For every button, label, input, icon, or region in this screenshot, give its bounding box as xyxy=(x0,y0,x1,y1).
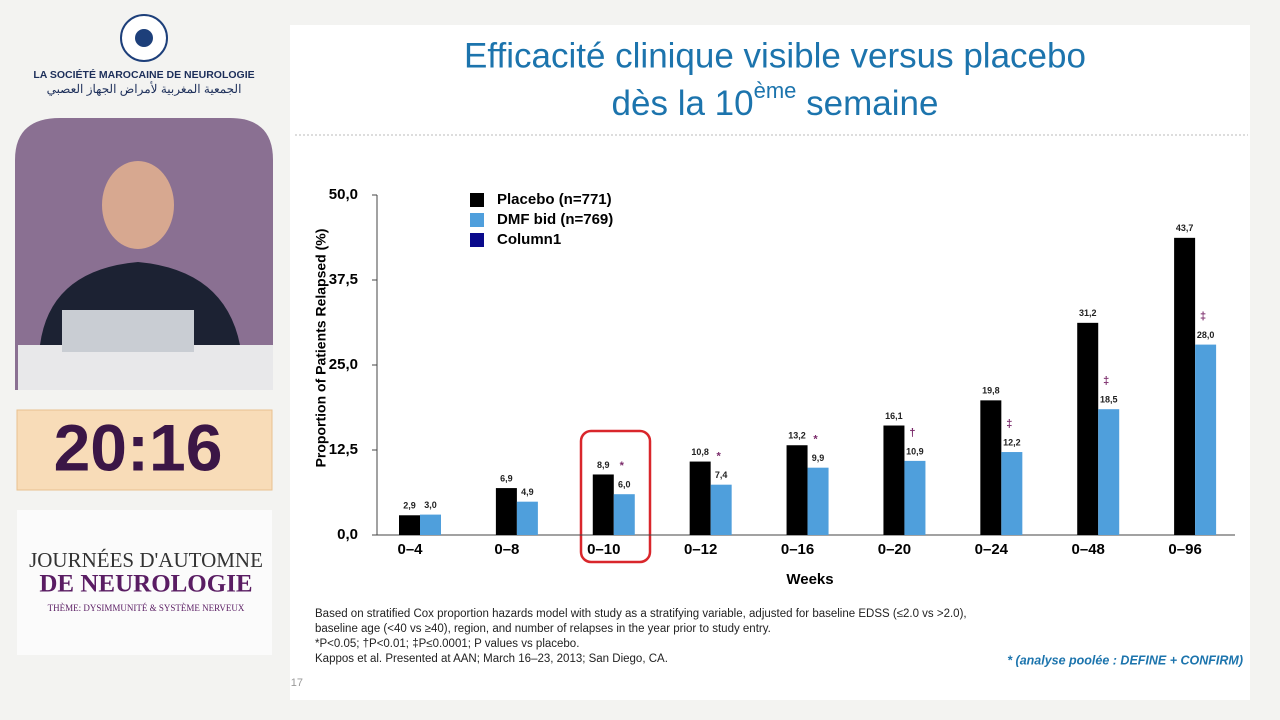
bar xyxy=(1098,409,1120,535)
significance-marker: * xyxy=(620,460,625,472)
data-label: 18,5 xyxy=(1100,395,1118,405)
bar xyxy=(613,494,635,535)
timer-box xyxy=(16,409,273,491)
slide xyxy=(290,25,1250,700)
event-line1: JOURNÉES D'AUTOMNE xyxy=(29,548,263,572)
bar xyxy=(689,461,711,535)
x-tick-label: 0–48 xyxy=(1072,541,1105,558)
data-label: 3,0 xyxy=(424,500,437,510)
bar xyxy=(592,474,614,535)
society-logo-center xyxy=(135,29,153,47)
significance-marker: ‡ xyxy=(1006,418,1012,430)
laptop xyxy=(62,310,194,352)
data-label: 10,9 xyxy=(906,446,924,456)
page-number: 17 xyxy=(291,677,303,689)
title-text: dès la 10 xyxy=(612,84,754,123)
bar xyxy=(1174,237,1196,535)
speaker-head xyxy=(102,161,174,249)
society-name-arabic: الجمعية المغربية لأمراض الجهاز العصبي xyxy=(47,81,242,96)
bar xyxy=(399,515,420,535)
data-label: 4,9 xyxy=(521,487,534,497)
data-label: 12,2 xyxy=(1003,437,1021,447)
y-tick-label: 12,5 xyxy=(329,441,358,458)
bar xyxy=(1077,322,1099,535)
legend-swatch xyxy=(470,213,484,227)
y-tick-label: 0,0 xyxy=(337,526,358,543)
x-tick-label: 0–96 xyxy=(1168,541,1201,558)
timer: 20:16 xyxy=(54,410,223,484)
data-label: 6,9 xyxy=(500,473,513,483)
x-tick-label: 0–16 xyxy=(781,541,814,558)
highlight-box xyxy=(579,429,652,564)
significance-marker: ‡ xyxy=(1200,311,1206,323)
y-tick-label: 37,5 xyxy=(329,271,358,288)
event-panel xyxy=(17,510,272,655)
x-tick-label: 0–12 xyxy=(684,541,717,558)
x-tick-label: 0–20 xyxy=(878,541,911,558)
x-tick-label: 0–10 xyxy=(587,541,620,558)
society-name: LA SOCIÉTÉ MAROCAINE DE NEUROLOGIE xyxy=(33,68,254,81)
title-sup: ème xyxy=(754,78,797,103)
bar xyxy=(786,445,808,535)
data-label: 9,9 xyxy=(812,453,825,463)
legend-label: DMF bid (n=769) xyxy=(497,211,613,228)
data-label: 8,9 xyxy=(597,460,610,470)
footnote: baseline age (<40 vs ≥40), region, and n… xyxy=(315,623,771,635)
x-tick-label: 0–8 xyxy=(494,541,519,558)
x-tick-label: 0–4 xyxy=(397,541,423,558)
bar xyxy=(1001,452,1023,535)
data-label: 19,8 xyxy=(982,386,1000,396)
footnote: Kappos et al. Presented at AAN; March 16… xyxy=(315,653,668,665)
significance-marker: † xyxy=(909,427,915,439)
significance-marker: * xyxy=(813,434,818,446)
bar xyxy=(1195,344,1217,535)
y-tick-label: 25,0 xyxy=(329,356,358,373)
data-label: 13,2 xyxy=(788,431,806,441)
legend-label: Column1 xyxy=(497,231,561,248)
x-tick-label: 0–24 xyxy=(975,541,1009,558)
y-axis-label: Proportion of Patients Relapsed (%) xyxy=(313,229,329,468)
title-text: semaine xyxy=(796,84,938,123)
pooled-note: * (analyse poolée : DEFINE + CONFIRM) xyxy=(1007,653,1243,667)
legend-label: Placebo (n=771) xyxy=(497,191,612,208)
bar xyxy=(420,514,441,535)
bar xyxy=(710,484,732,535)
data-label: 28,0 xyxy=(1197,330,1215,340)
bar xyxy=(516,501,538,535)
lectern xyxy=(18,345,273,390)
bar xyxy=(807,467,829,535)
data-label: 10,8 xyxy=(691,447,709,457)
slide-title-line1: Efficacité clinique visible versus place… xyxy=(464,36,1086,75)
bar xyxy=(883,425,905,535)
legend-swatch xyxy=(470,193,484,207)
footnote: Based on stratified Cox proportion hazar… xyxy=(315,608,967,620)
data-label: 6,0 xyxy=(618,480,631,490)
bar xyxy=(980,400,1002,535)
data-label: 2,9 xyxy=(403,501,416,511)
event-theme: THÈME: DYSIMMUNITÉ & SYSTÈME NERVEUX xyxy=(48,603,245,613)
slide-title-line2: dès la 10ème semaine xyxy=(612,78,939,123)
event-line2: DE NEUROLOGIE xyxy=(39,571,252,598)
data-label: 43,7 xyxy=(1176,223,1194,233)
data-label: 7,4 xyxy=(715,470,728,480)
significance-marker: ‡ xyxy=(1103,375,1109,387)
footnote: *P<0.05; †P<0.01; ‡P≤0.0001; P values vs… xyxy=(315,638,579,650)
data-label: 16,1 xyxy=(885,411,903,421)
bar xyxy=(904,460,926,535)
legend-swatch xyxy=(470,233,484,247)
bar xyxy=(495,488,517,535)
y-tick-label: 50,0 xyxy=(329,186,358,203)
speaker-video xyxy=(15,118,273,390)
data-label: 31,2 xyxy=(1079,308,1097,318)
significance-marker: * xyxy=(717,451,722,463)
x-axis-label: Weeks xyxy=(786,571,833,588)
